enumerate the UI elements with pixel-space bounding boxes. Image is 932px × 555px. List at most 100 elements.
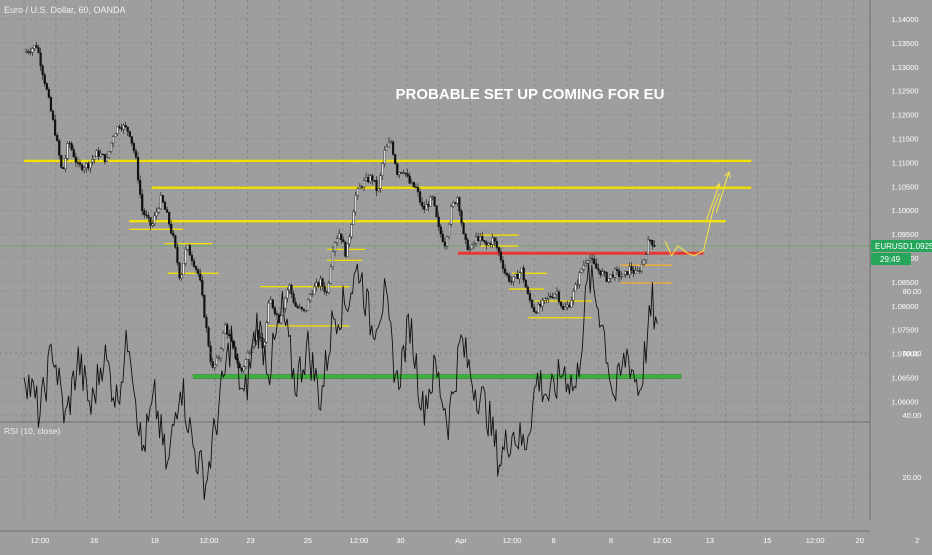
candle-body xyxy=(74,156,77,163)
candle-body xyxy=(373,180,376,182)
time-axis[interactable]: 12:00 16 18 12:00 23 25 12:00 30 Apr 12:00 6 8 12:00… xyxy=(0,530,919,545)
candle-body xyxy=(356,188,359,196)
candle-body xyxy=(161,195,165,203)
candle-body xyxy=(396,163,399,175)
candle-body xyxy=(128,131,131,137)
time-tick-label: 20 xyxy=(856,536,864,545)
candle-body xyxy=(54,119,57,136)
candle-body xyxy=(460,210,463,224)
candle-body xyxy=(134,150,138,158)
candle-body xyxy=(155,211,158,217)
price-tick-label: 1.08000 xyxy=(891,302,918,311)
candle-body xyxy=(174,235,177,248)
candle-body xyxy=(626,271,629,275)
candle-body xyxy=(547,295,550,299)
candle-body xyxy=(124,125,127,128)
candle-body xyxy=(192,260,196,267)
candle-body xyxy=(622,274,625,277)
candle-body xyxy=(624,271,627,275)
candle-body xyxy=(483,240,486,243)
candle-body xyxy=(433,196,436,207)
candle-body xyxy=(410,181,413,184)
candle-body xyxy=(539,303,542,307)
candle-body xyxy=(508,275,511,282)
candle-body xyxy=(265,322,268,343)
candle-body xyxy=(543,298,546,301)
projection-arrow-shaft xyxy=(715,171,730,213)
candle-body xyxy=(27,51,30,53)
time-tick-label: 6 xyxy=(551,536,555,545)
candle-body xyxy=(168,212,171,225)
candle-body xyxy=(506,273,509,276)
candle-body xyxy=(317,282,320,287)
candle-body xyxy=(56,135,59,142)
candle-body xyxy=(126,126,129,132)
candle-body xyxy=(24,51,28,53)
candle-body xyxy=(348,236,351,245)
candle-body xyxy=(37,47,40,53)
time-tick-label: 12:00 xyxy=(653,536,672,545)
candle-body xyxy=(107,151,111,158)
candle-body xyxy=(118,126,121,128)
candle-body xyxy=(238,363,241,369)
candle-body xyxy=(611,274,614,278)
candle-body xyxy=(439,226,442,235)
price-tick-label: 1.09500 xyxy=(891,230,918,239)
candle-body xyxy=(306,299,310,311)
candle-body xyxy=(644,254,648,260)
candle-body xyxy=(634,270,637,274)
candle-body xyxy=(176,247,179,264)
candle-body xyxy=(338,233,341,239)
candle-body xyxy=(311,293,314,296)
candle-body xyxy=(122,125,125,130)
candle-body xyxy=(219,348,223,359)
candle-body xyxy=(360,186,364,188)
candle-body xyxy=(450,206,453,225)
candle-body xyxy=(342,239,345,243)
candle-body xyxy=(402,172,405,174)
candle-body xyxy=(456,197,459,204)
candle-body xyxy=(273,307,276,315)
candle-body xyxy=(217,357,221,359)
candle-body xyxy=(136,156,140,181)
price-candles xyxy=(24,41,656,374)
candle-body xyxy=(557,291,561,303)
candle-body xyxy=(51,110,55,120)
candle-body xyxy=(466,239,469,251)
candle-body xyxy=(414,186,417,188)
candle-body xyxy=(188,245,191,256)
candle-body xyxy=(541,300,544,307)
candle-body xyxy=(638,270,641,272)
candle-body xyxy=(605,272,608,282)
candle-body xyxy=(87,163,90,169)
candle-body xyxy=(95,150,98,157)
candle-body xyxy=(551,296,554,299)
projection-path[interactable] xyxy=(664,170,731,257)
candle-body xyxy=(586,260,590,264)
candle-body xyxy=(141,194,144,211)
price-axis[interactable]: 1.14000 1.13500 1.13000 1.12500 1.12000 1.115… xyxy=(869,0,919,520)
price-tick-label: 1.10500 xyxy=(891,182,918,191)
time-tick-label: Apr xyxy=(455,536,467,545)
candle-body xyxy=(510,280,513,283)
candle-body xyxy=(112,136,115,144)
candle-body xyxy=(267,302,270,323)
candle-body xyxy=(205,317,208,328)
candle-body xyxy=(601,271,604,276)
time-tick-label: 12:00 xyxy=(806,536,825,545)
candle-body xyxy=(329,266,332,284)
time-tick-label: 16 xyxy=(90,536,98,545)
candle-body xyxy=(221,332,225,349)
candle-body xyxy=(620,276,623,278)
candle-body xyxy=(636,270,639,272)
candle-body xyxy=(97,150,100,157)
price-tick-label: 1.11000 xyxy=(892,158,919,167)
candle-body xyxy=(435,205,438,218)
candle-body xyxy=(288,284,291,291)
candle-body xyxy=(418,191,422,203)
candle-body xyxy=(29,51,32,54)
candle-body xyxy=(271,299,274,308)
